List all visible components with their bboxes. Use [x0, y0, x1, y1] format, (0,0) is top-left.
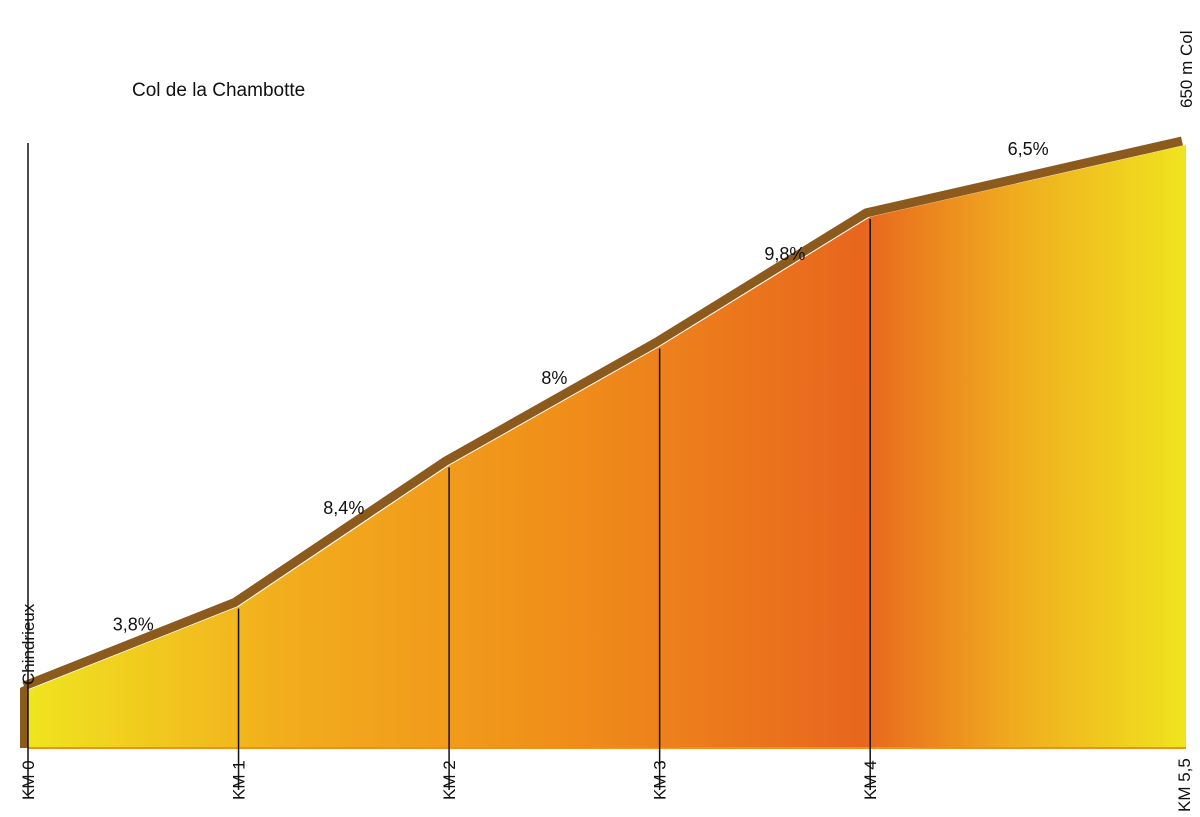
- gradient-label: 8,4%: [323, 498, 364, 518]
- km-label: KM 4: [861, 760, 880, 800]
- elevation-area: [28, 145, 1186, 748]
- chart-title: Col de la Chambotte: [132, 80, 306, 101]
- gradient-label: 8%: [541, 368, 567, 388]
- gradient-label: 3,8%: [113, 614, 154, 634]
- start-block: [20, 684, 28, 748]
- start-place-label: Chindrieux: [19, 603, 38, 685]
- gradient-label: 9,8%: [764, 244, 805, 264]
- summit-label: 650 m Col: [1177, 31, 1196, 108]
- km-label: KM 3: [651, 760, 670, 800]
- km-label: KM 5,5: [1175, 758, 1194, 812]
- km-label: KM 0: [19, 760, 38, 800]
- km-label: KM 1: [230, 760, 249, 800]
- road-surface: [22, 136, 1183, 691]
- gradient-label: 6,5%: [1008, 139, 1049, 159]
- km-label: KM 2: [440, 760, 459, 800]
